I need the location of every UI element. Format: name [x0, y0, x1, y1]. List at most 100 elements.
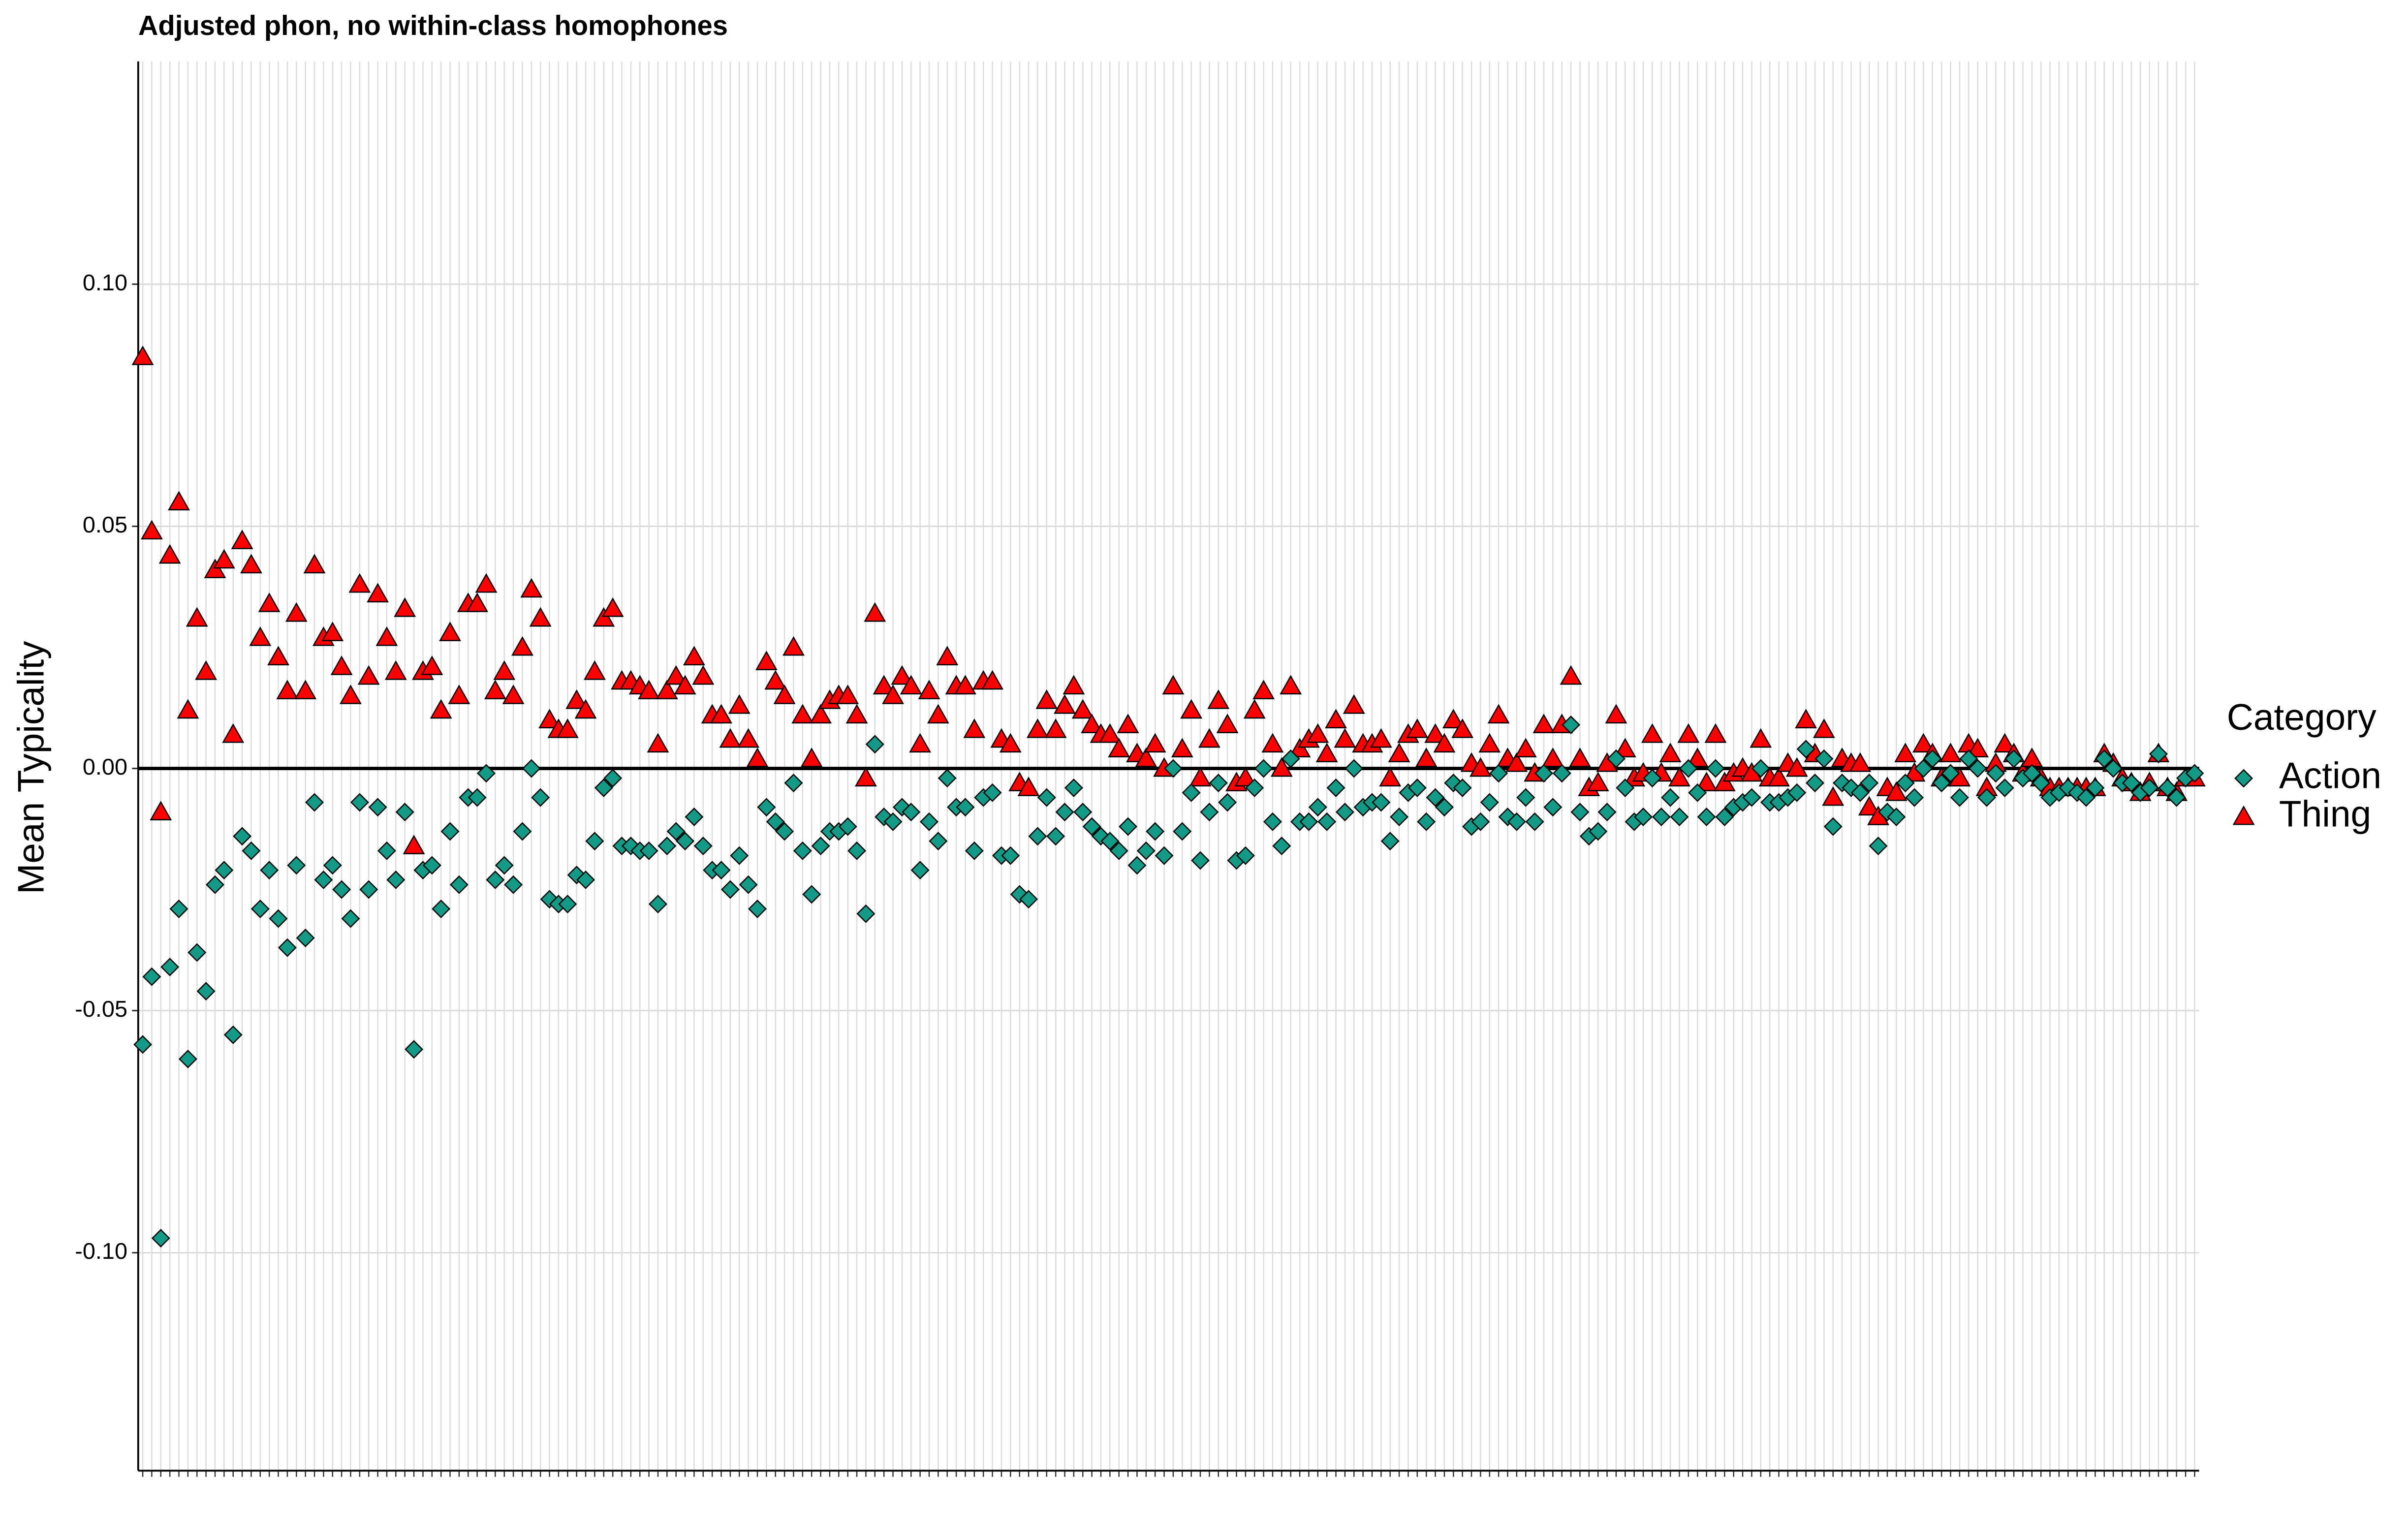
diamond-marker [1073, 803, 1093, 822]
diamond-marker [920, 812, 938, 831]
triangle-marker [583, 660, 606, 680]
triangle-marker [1054, 694, 1076, 714]
diamond-marker [1525, 812, 1544, 831]
diamond-marker [558, 895, 577, 914]
diamond-marker [432, 900, 451, 918]
triangle-marker [1587, 772, 1609, 791]
diamond-marker [811, 837, 830, 855]
diamond-marker [2067, 783, 2087, 802]
diamond-marker [2104, 759, 2123, 778]
triangle-marker [357, 665, 380, 685]
triangle-marker [1315, 743, 1338, 762]
triangle-marker [375, 626, 398, 646]
triangle-marker [195, 660, 218, 680]
triangle-marker [773, 685, 796, 704]
diamond-marker [1706, 759, 1725, 778]
triangle-marker [1768, 767, 1790, 787]
triangle-marker [1785, 757, 1808, 777]
diamond-marker [1968, 759, 1987, 778]
triangle-marker [367, 583, 389, 603]
diamond-marker [1986, 764, 2005, 783]
triangle-marker [294, 680, 317, 699]
diamond-marker [477, 764, 496, 783]
diamond-marker [2077, 788, 2095, 807]
triangle-marker [1795, 709, 1817, 728]
triangle-marker [692, 665, 715, 685]
diamond-marker [1335, 803, 1354, 822]
triangle-marker [1505, 752, 1528, 772]
diamond-marker [1182, 783, 1201, 802]
diamond-marker [621, 837, 640, 855]
diamond-marker [169, 900, 188, 918]
diamond-marker [2122, 774, 2141, 792]
triangle-marker [1704, 723, 1727, 743]
diamond-marker [2158, 778, 2177, 797]
triangle-marker [1659, 743, 1682, 762]
diamond-marker [1127, 856, 1147, 875]
triangle-marker [384, 660, 407, 680]
triangle-marker [810, 704, 832, 724]
triangle-marker [737, 728, 760, 748]
diamond-marker [405, 1040, 423, 1059]
diamond-marker [486, 870, 505, 889]
triangle-marker [348, 573, 371, 593]
triangle-marker [1144, 733, 1166, 753]
diamond-marker [1236, 846, 1255, 865]
triangle-marker [421, 655, 443, 675]
triangle-marker [1433, 733, 1456, 753]
triangle-marker [258, 593, 281, 612]
diamond-marker [712, 861, 731, 880]
diamond-marker [766, 812, 785, 831]
triangle-marker [728, 694, 751, 714]
diamond-marker [206, 875, 224, 894]
diamond-marker [368, 798, 387, 817]
legend-label: Action [2279, 754, 2381, 796]
triangle-marker [936, 646, 959, 666]
diamond-marker [1028, 827, 1047, 846]
triangle-marker [131, 345, 154, 365]
diamond-marker [1616, 778, 1635, 797]
diamond-marker [178, 1050, 197, 1068]
diamond-marker [1426, 788, 1445, 807]
diamond-marker [1570, 803, 1590, 822]
triangle-marker [1560, 665, 1582, 685]
triangle-marker [1668, 767, 1690, 787]
diamond-marker [666, 822, 686, 841]
diamond-marker [1380, 832, 1400, 851]
triangle-marker [674, 675, 696, 695]
diamond-marker [1001, 846, 1020, 865]
triangle-marker [394, 597, 416, 617]
diamond-marker [1345, 759, 1364, 778]
diamond-marker [133, 1035, 152, 1054]
diamond-marker [2185, 764, 2204, 783]
y-tick-label: 0.05 [83, 512, 127, 537]
triangle-marker [1849, 752, 1872, 772]
triangle-marker [1198, 728, 1220, 748]
diamond-marker [693, 837, 713, 855]
diamond-marker [1634, 808, 1653, 826]
diamond-marker [242, 841, 261, 860]
triangle-marker [1270, 757, 1293, 777]
triangle-marker [520, 578, 543, 598]
triangle-marker [1894, 743, 1917, 762]
diamond-marker [1688, 783, 1707, 802]
diamond-marker [1209, 774, 1228, 792]
diamond-marker [1254, 759, 1273, 778]
triangle-marker [1108, 738, 1130, 758]
series [131, 345, 2206, 854]
diamond-marker [1652, 808, 1671, 826]
triangle-marker [565, 689, 588, 709]
diamond-marker [1751, 759, 1770, 778]
triangle-marker [430, 699, 452, 719]
diamond-marker [793, 841, 812, 860]
diamond-marker [1417, 812, 1436, 831]
diamond-marker [449, 875, 469, 894]
triangle-marker [845, 704, 868, 724]
triangle-marker [647, 733, 669, 753]
triangle-marker [529, 607, 552, 627]
diamond-marker [1787, 783, 1807, 802]
diamond-marker [657, 837, 677, 855]
diamond-marker [1146, 822, 1165, 841]
diamond-marker [929, 832, 948, 851]
